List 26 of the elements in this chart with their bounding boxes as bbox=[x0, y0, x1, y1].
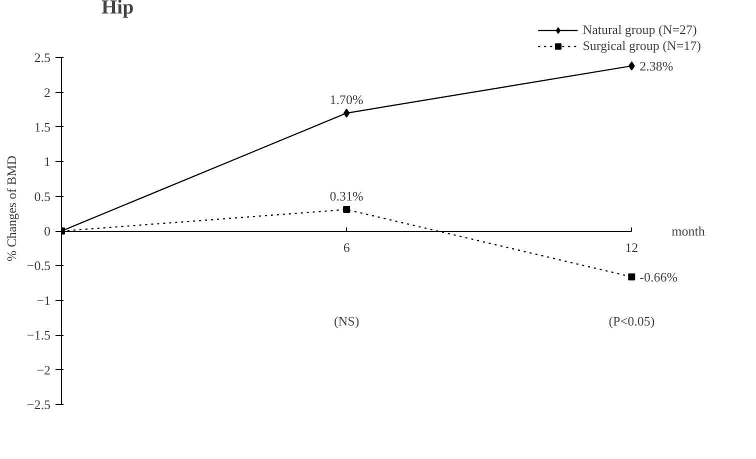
y-tick-label: 1.5 bbox=[34, 119, 50, 134]
data-label: 2.38% bbox=[640, 58, 674, 74]
y-tick-label: −2 bbox=[36, 362, 51, 378]
annotation: (P<0.05) bbox=[608, 314, 655, 329]
point bbox=[628, 273, 636, 280]
x-tick-label: 12 bbox=[625, 240, 638, 256]
point bbox=[343, 206, 350, 214]
annotation: (NS) bbox=[334, 314, 360, 329]
point bbox=[343, 108, 350, 118]
y-tick-label: 2.5 bbox=[34, 50, 50, 66]
x-tick-label: 6 bbox=[343, 240, 350, 256]
legend-label: Natural group (N=27) bbox=[582, 22, 697, 38]
y-tick-label: 2 bbox=[44, 84, 50, 100]
legend-label: Surgical group (N=17) bbox=[582, 38, 701, 54]
y-tick-label: 0 bbox=[44, 224, 50, 239]
y-tick-label: −1.5 bbox=[26, 328, 51, 343]
data-label: 1.70% bbox=[330, 92, 364, 108]
y-tick-label: 1 bbox=[44, 154, 50, 170]
y-tick-label: −2.5 bbox=[26, 397, 51, 412]
y-tick-label: −1 bbox=[36, 292, 51, 308]
y-tick-label: 0.5 bbox=[34, 188, 50, 204]
y-tick-label: −0.5 bbox=[26, 258, 51, 274]
x-axis-title: month bbox=[672, 224, 706, 239]
data-label: -0.66% bbox=[640, 269, 678, 284]
data-label: 0.31% bbox=[330, 188, 364, 204]
y-axis-title: % Changes of BMD bbox=[4, 156, 19, 262]
